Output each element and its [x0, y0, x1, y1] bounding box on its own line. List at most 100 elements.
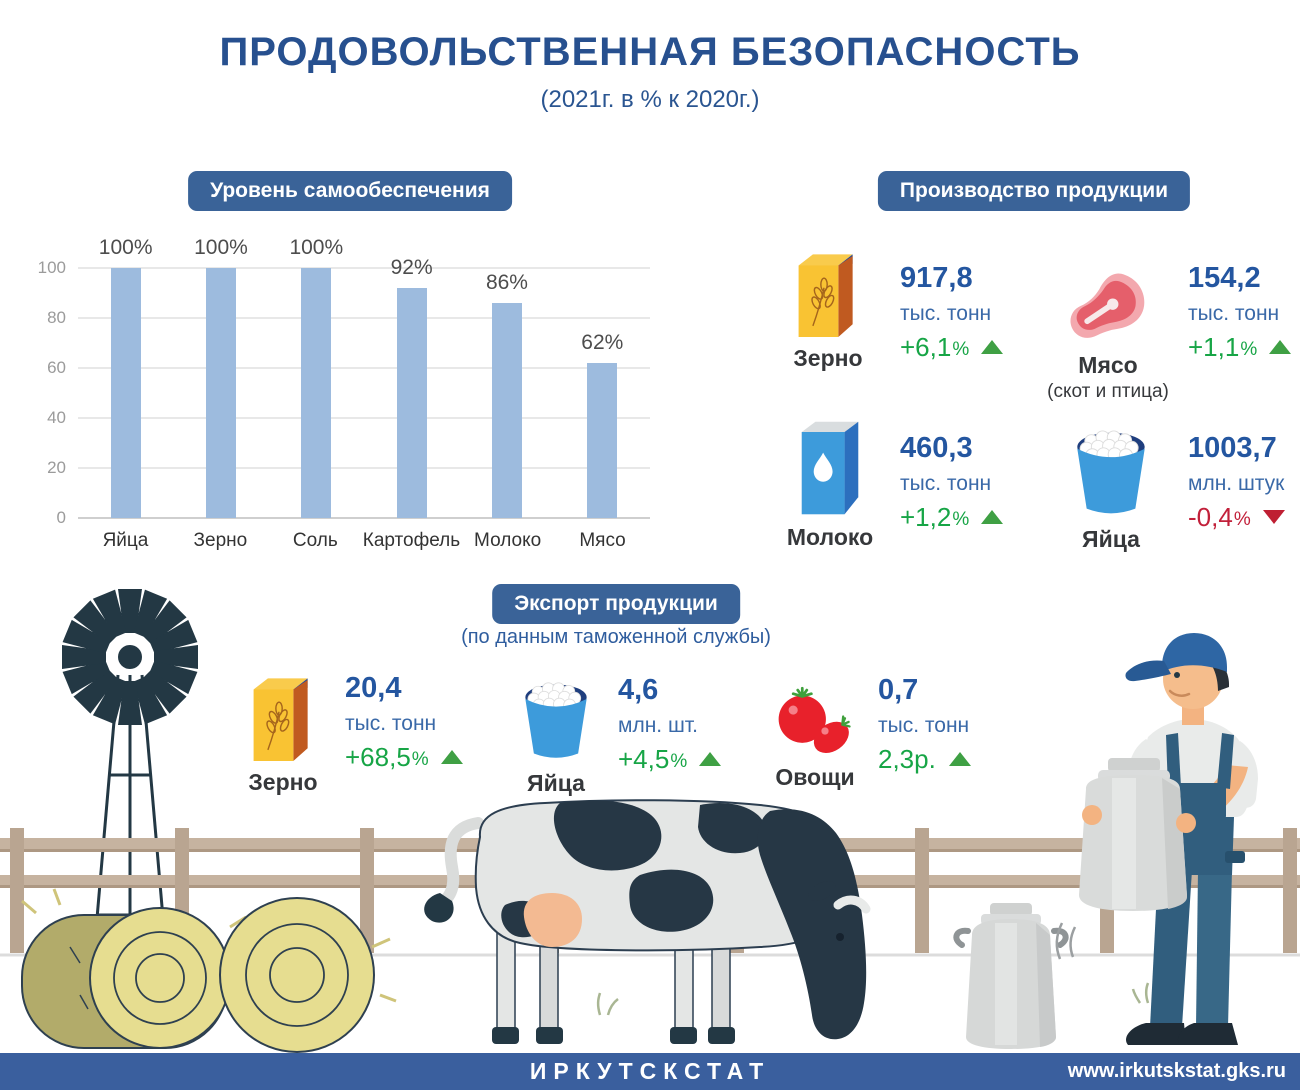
change-suffix: %	[952, 339, 970, 360]
bar-column-Молоко: 86%	[459, 268, 554, 518]
export-item-vegetables: Овощи	[773, 686, 857, 790]
item-label: Мясо	[1078, 352, 1138, 378]
value: 154,2	[1188, 262, 1261, 294]
up-arrow-icon	[981, 510, 1004, 524]
item-label: Яйца	[527, 770, 585, 796]
chart-y-axis: 0 20 40 60 80 100	[20, 258, 66, 527]
bar-value-label: 100%	[194, 236, 248, 259]
change-suffix: %	[1240, 339, 1258, 360]
production-milk-values: 460,3 тыс. тонн +1,2%	[900, 434, 1004, 532]
value: 0,7	[878, 674, 919, 706]
production-item-eggs: Яйца	[1075, 430, 1147, 552]
bar-value-label: 86%	[485, 271, 528, 294]
y-tick-20: 20	[47, 458, 66, 477]
egg-bucket-icon	[525, 682, 587, 758]
footer-organization: ИРКУТСКСТАТ	[529, 1058, 771, 1084]
bar-column-Мясо: 62%	[555, 268, 650, 518]
x-tick-Молоко: Молоко	[474, 530, 542, 551]
value: 1003,7	[1188, 432, 1277, 464]
item-label: Молоко	[786, 524, 874, 550]
unit: тыс. тонн	[345, 712, 437, 735]
production-header: Производство продукции	[877, 171, 1191, 211]
item-sublabel: (скот и птица)	[1047, 381, 1169, 403]
unit: тыс. тонн	[878, 714, 970, 737]
value: 917,8	[900, 262, 973, 294]
unit: тыс. тонн	[900, 472, 992, 495]
export-header: Экспорт продукции	[492, 584, 740, 624]
export-item-eggs: Яйца	[520, 682, 592, 796]
x-tick-Яйца: Яйца	[102, 530, 149, 551]
export-grain-values: 20,4 тыс. тонн +68,5%	[345, 674, 463, 770]
up-arrow-icon	[948, 752, 971, 766]
change: +68,5%	[345, 744, 463, 770]
bar-value-label: 62%	[581, 331, 624, 354]
unit: млн. штук	[1188, 472, 1285, 495]
change-number: +1,1	[1188, 332, 1240, 362]
bar-column-Зерно: 100%	[173, 236, 268, 518]
unit: тыс. тонн	[1188, 302, 1280, 325]
change: +1,2%	[900, 502, 1004, 532]
change-number: +68,5	[345, 742, 411, 772]
bar-Яйца	[110, 268, 141, 518]
gridline-0	[78, 517, 650, 519]
bar-column-Яйца: 100%	[78, 236, 173, 518]
down-arrow-icon	[1262, 510, 1285, 524]
production-item-meat: Мясо (скот и птица)	[1047, 270, 1169, 403]
up-arrow-icon	[1269, 340, 1292, 354]
egg-bucket-icon	[1077, 430, 1145, 514]
bar-value-label: 92%	[390, 256, 433, 279]
page-title: ПРОДОВОЛЬСТВЕННАЯ БЕЗОПАСНОСТЬ	[219, 30, 1081, 74]
fence	[0, 828, 1300, 953]
self-sufficiency-header: Уровень самообеспечения	[188, 171, 512, 211]
y-tick-0: 0	[56, 508, 66, 527]
y-tick-40: 40	[47, 408, 66, 427]
change-suffix: %	[670, 751, 688, 772]
up-arrow-icon	[981, 340, 1004, 354]
value: 4,6	[618, 674, 659, 706]
y-tick-100: 100	[37, 258, 66, 277]
value: 20,4	[345, 672, 402, 704]
bar-Соль	[301, 268, 332, 518]
grain-box-icon	[253, 678, 308, 761]
item-label: Зерно	[793, 345, 863, 371]
bar-Картофель	[396, 288, 427, 518]
gridline-60	[78, 367, 650, 369]
production-grain-values: 917,8 тыс. тонн +6,1%	[900, 262, 1004, 360]
production-item-grain: Зерно	[789, 248, 867, 371]
production-meat-values: 154,2 тыс. тонн +1,1%	[1188, 262, 1292, 362]
x-tick-Картофель: Картофель	[362, 530, 461, 551]
production-item-milk: Молоко	[787, 420, 873, 550]
bar-Зерно	[205, 268, 236, 518]
x-tick-Мясо: Мясо	[579, 530, 626, 551]
hay-bales	[21, 888, 397, 1053]
page-subtitle: (2021г. в % к 2020г.)	[540, 86, 760, 113]
bar-column-Картофель: 92%	[364, 256, 459, 518]
change: +1,1%	[1188, 332, 1292, 362]
gridline-20	[78, 467, 650, 469]
change: -0,4%	[1188, 504, 1285, 530]
unit: млн. шт.	[618, 714, 698, 737]
export-eggs-values: 4,6 млн. шт. +4,5%	[618, 674, 722, 772]
windmill-wheel-icon	[62, 589, 198, 725]
windmill	[62, 589, 198, 954]
export-vegetables-values: 0,7 тыс. тонн 2,3р.	[878, 676, 971, 772]
bar-value-label: 100%	[289, 236, 344, 259]
chart-gridlines	[78, 267, 650, 519]
bar-Мясо	[587, 363, 618, 518]
change: +4,5%	[618, 746, 722, 772]
item-label: Овощи	[775, 764, 855, 790]
change-suffix: %	[952, 509, 970, 530]
export-subtitle: (по данным таможенной службы)	[461, 626, 771, 648]
up-arrow-icon	[440, 750, 463, 764]
up-arrow-icon	[699, 752, 722, 766]
y-tick-80: 80	[47, 308, 66, 327]
x-tick-Зерно: Зерно	[193, 530, 248, 551]
change-number: +1,2	[900, 502, 952, 532]
item-label: Яйца	[1082, 526, 1140, 552]
change-suffix: %	[411, 749, 429, 770]
milk-carton-icon	[801, 421, 859, 515]
tomatoes-icon	[778, 686, 851, 754]
x-tick-Соль: Соль	[292, 530, 338, 551]
footer-website-url: www.irkutskstat.gks.ru	[1067, 1060, 1286, 1082]
